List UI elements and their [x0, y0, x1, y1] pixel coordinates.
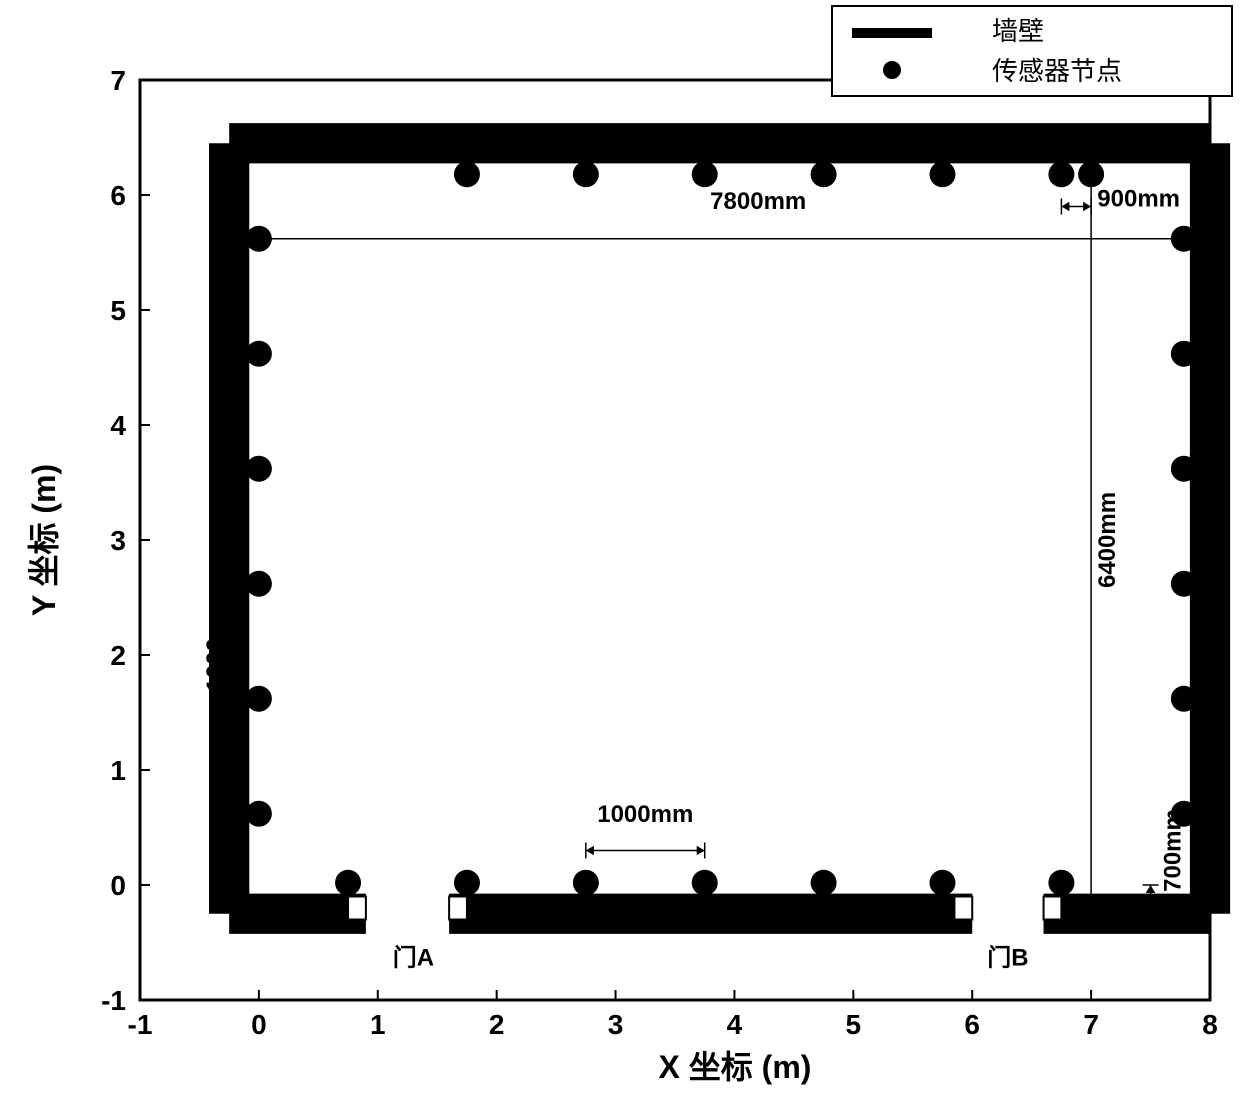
- axis-box: [140, 80, 1210, 1000]
- x-tick-label: 1: [370, 1009, 386, 1040]
- door-jamb: [348, 897, 366, 920]
- dim-arrow: [1083, 202, 1091, 212]
- x-tick-label: 7: [1083, 1009, 1099, 1040]
- x-tick-label: 3: [608, 1009, 624, 1040]
- y-tick-label: 0: [110, 870, 126, 901]
- legend-label-sensor: 传感器节点: [992, 56, 1122, 86]
- sensor-node: [573, 870, 599, 896]
- sensor-node: [1171, 571, 1197, 597]
- wall-segment: [449, 894, 972, 934]
- legend-line-sample: [852, 28, 932, 38]
- x-tick-label: 8: [1202, 1009, 1218, 1040]
- sensor-node: [1171, 341, 1197, 367]
- sensor-node: [246, 341, 272, 367]
- sensor-node: [246, 686, 272, 712]
- x-tick-label: 4: [727, 1009, 743, 1040]
- y-tick-label: 2: [110, 640, 126, 671]
- y-tick-label: 3: [110, 525, 126, 556]
- dim-1000v-label: 1000mm: [202, 595, 229, 691]
- y-tick-label: 5: [110, 295, 126, 326]
- sensor-node: [246, 226, 272, 252]
- sensor-node: [1171, 686, 1197, 712]
- dim-arrow: [586, 846, 594, 856]
- x-tick-label: -1: [128, 1009, 153, 1040]
- x-tick-label: 2: [489, 1009, 505, 1040]
- door-jamb: [954, 897, 972, 920]
- y-axis-label: Y 坐标 (m): [26, 464, 62, 616]
- door-jamb: [1044, 897, 1062, 920]
- sensor-node: [811, 870, 837, 896]
- sensor-node: [1171, 456, 1197, 482]
- y-tick-label: -1: [101, 985, 126, 1016]
- dim-900-label: 900mm: [1097, 186, 1180, 213]
- dim-7800-label: 7800mm: [710, 188, 806, 215]
- plot-svg: -1 0 1 2 3 4 5 6 7 8 -1 0 1 2 3 4 5 6 7 X 坐标 (m) Y 坐标 (m) 780…: [0, 0, 1240, 1115]
- sensor-node: [246, 801, 272, 827]
- x-axis-label: X 坐标 (m): [659, 1049, 812, 1085]
- y-tick-label: 7: [110, 65, 126, 96]
- sensor-node: [1171, 226, 1197, 252]
- wall-segment: [229, 123, 1210, 163]
- x-tick-label: 0: [251, 1009, 267, 1040]
- sensor-node: [1078, 161, 1104, 187]
- x-tick-label: 6: [964, 1009, 980, 1040]
- wall-segment: [209, 143, 249, 914]
- door-label-B: 门B: [987, 944, 1028, 972]
- door-label-A: 门A: [393, 944, 434, 972]
- y-tick-label: 6: [110, 180, 126, 211]
- sensor-node: [454, 870, 480, 896]
- sensor-node: [1048, 870, 1074, 896]
- wall-segment: [1044, 894, 1210, 934]
- sensor-node: [454, 161, 480, 187]
- legend-marker-sample: [883, 61, 901, 79]
- y-tick-label: 4: [110, 410, 126, 441]
- sensor-node: [692, 161, 718, 187]
- dim-arrow: [1061, 202, 1069, 212]
- legend-label-wall: 墙壁: [992, 16, 1044, 46]
- sensor-node: [246, 456, 272, 482]
- figure-container: -1 0 1 2 3 4 5 6 7 8 -1 0 1 2 3 4 5 6 7 X 坐标 (m) Y 坐标 (m) 780…: [0, 0, 1240, 1115]
- wall-segment: [229, 894, 366, 934]
- y-tick-label: 1: [110, 755, 126, 786]
- sensor-node: [811, 161, 837, 187]
- dim-arrow: [1146, 885, 1156, 893]
- dim-6400-label: 6400mm: [1094, 492, 1121, 588]
- sensor-node: [930, 870, 956, 896]
- dim-1000h-label: 1000mm: [597, 801, 693, 828]
- x-tick-label: 5: [846, 1009, 862, 1040]
- dim-arrow: [697, 846, 705, 856]
- door-jamb: [449, 897, 467, 920]
- sensor-node: [692, 870, 718, 896]
- sensor-node: [1171, 801, 1197, 827]
- sensor-node: [1048, 161, 1074, 187]
- sensor-node: [573, 161, 599, 187]
- sensor-node: [930, 161, 956, 187]
- sensor-node: [335, 870, 361, 896]
- sensor-node: [246, 571, 272, 597]
- wall-segment: [1190, 143, 1230, 914]
